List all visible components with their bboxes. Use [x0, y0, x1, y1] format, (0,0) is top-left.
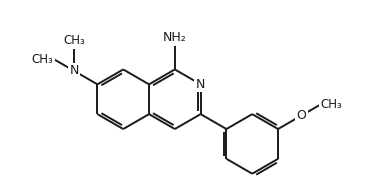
Text: N: N [69, 64, 79, 77]
Text: NH₂: NH₂ [163, 31, 187, 44]
Text: O: O [296, 109, 306, 122]
Text: N: N [196, 78, 205, 91]
Text: CH₃: CH₃ [63, 34, 85, 47]
Text: CH₃: CH₃ [32, 53, 54, 66]
Text: CH₃: CH₃ [320, 98, 342, 111]
